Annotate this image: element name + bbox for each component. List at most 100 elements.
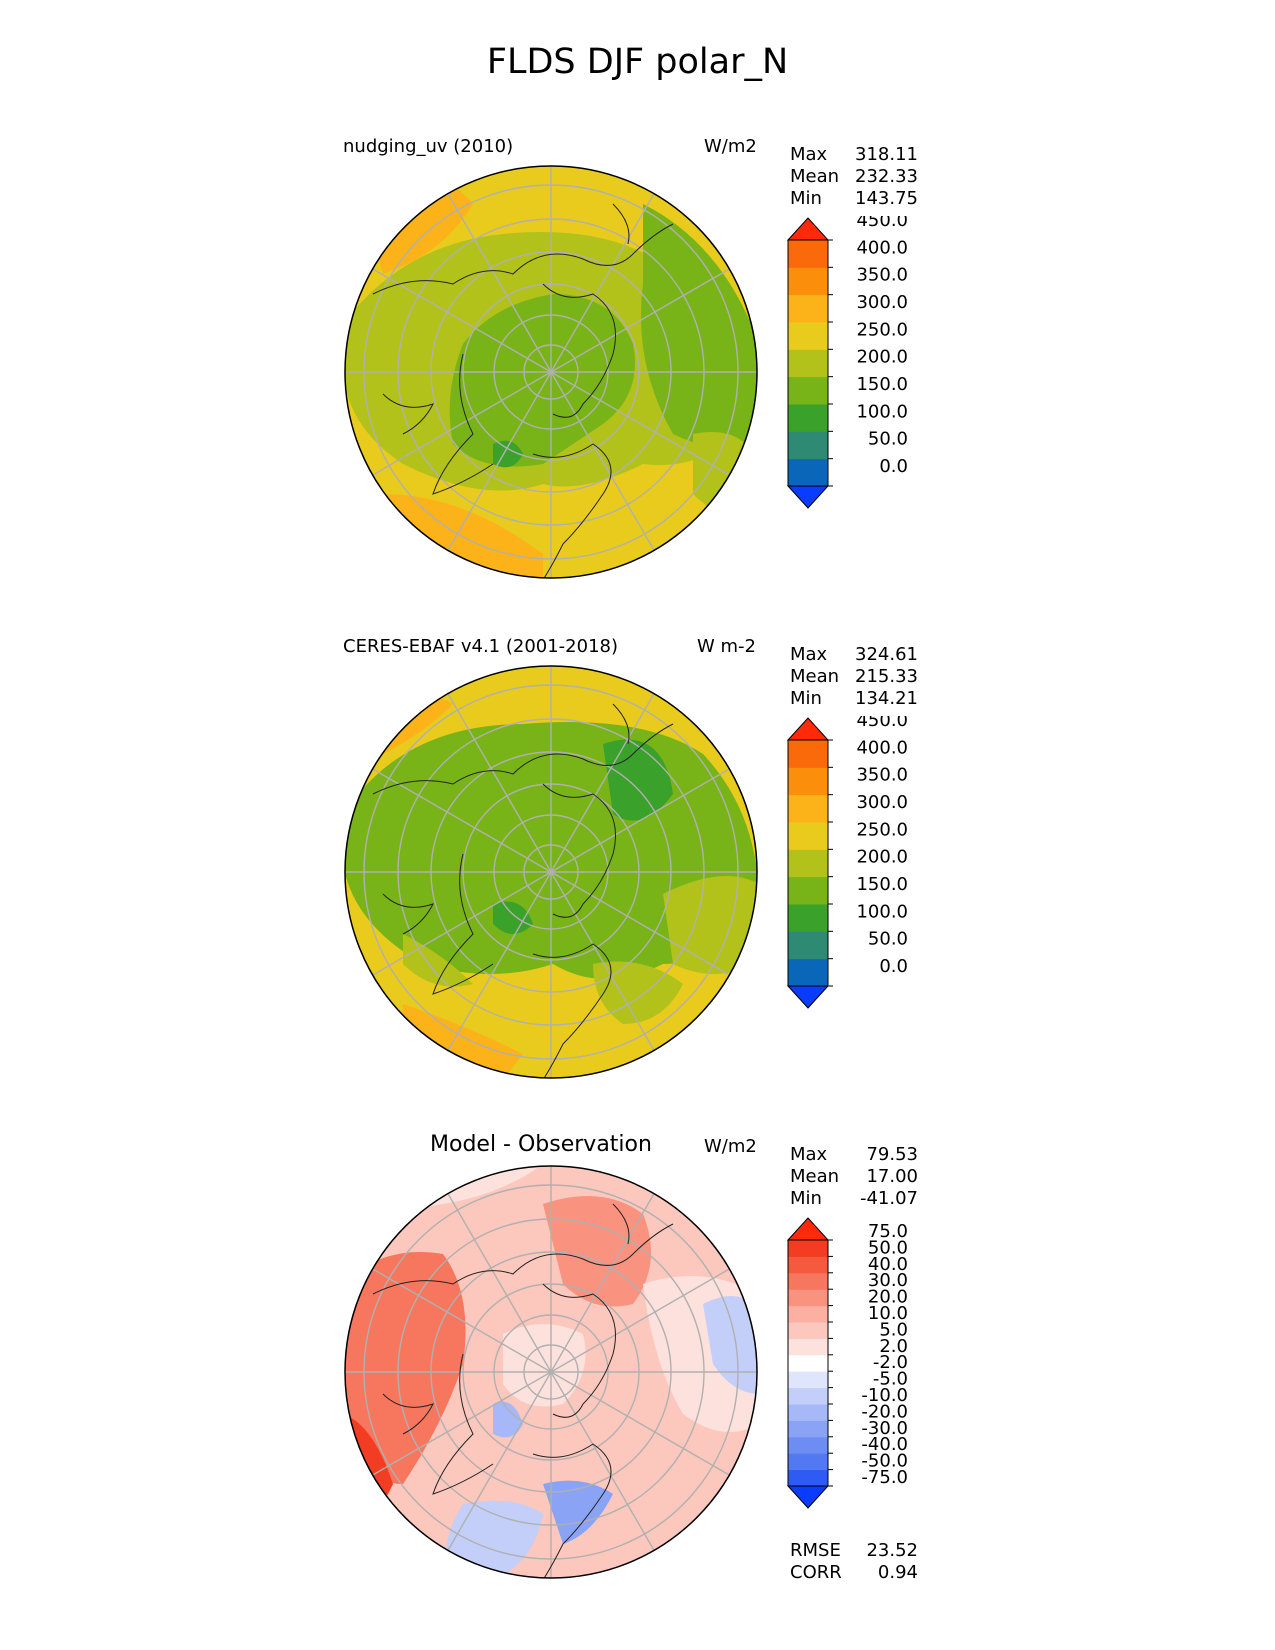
colorbar-extend-min: [786, 985, 830, 1009]
colorbar-bin: [788, 1338, 828, 1356]
mean-value: 232.33: [855, 166, 918, 187]
min-label: Min: [790, 188, 822, 209]
colorbar-tick-label: 10.0: [868, 1303, 908, 1324]
colorbar-tick-label: -10.0: [861, 1385, 908, 1406]
colorbar-tick-label: -2.0: [873, 1352, 908, 1373]
colorbar-bin: [788, 1272, 828, 1290]
colorbar-bin: [788, 458, 828, 487]
colorbar-bin: [788, 1404, 828, 1421]
colorbar-tick-label: 50.0: [868, 929, 908, 950]
panel-title: Model - Observation: [430, 1132, 652, 1157]
colorbar-tick-label: 200.0: [856, 847, 908, 868]
colorbar-tick-label: -75.0: [861, 1467, 908, 1488]
colorbar-extend-min: [786, 1485, 830, 1509]
colorbar-bin: [788, 294, 828, 323]
panel-difference: Model - Observation W/m2 Max 79.53 Mean 17…: [0, 1124, 1275, 1594]
graticule: [345, 1166, 757, 1578]
mean-label: Mean: [790, 666, 840, 687]
panel-units: W m-2: [697, 636, 757, 657]
panel-title: CERES-EBAF v4.1 (2001-2018): [343, 636, 619, 657]
panel-metrics: RMSE 23.52 CORR 0.94: [790, 1540, 918, 1584]
colorbar-tick-label: 250.0: [856, 819, 908, 840]
panel-units: W/m2: [704, 1136, 757, 1157]
colorbar-extend-max: [786, 1217, 830, 1241]
colorbar-tick-label: -20.0: [861, 1401, 908, 1422]
colorbar-bin: [788, 958, 828, 987]
colorbar-bin: [788, 1289, 828, 1307]
min-value: 143.75: [855, 188, 918, 209]
colorbar-bin: [788, 1354, 828, 1372]
colorbar-tick-label: 150.0: [856, 874, 908, 895]
colorbar-bin: [788, 376, 828, 405]
panel-reference: CERES-EBAF v4.1 (2001-2018) W m-2 Max 324…: [0, 624, 1275, 1094]
polar-map: [344, 1165, 758, 1579]
colorbar-tick-label: 400.0: [856, 737, 908, 758]
colorbar-tick-label: 100.0: [856, 401, 908, 422]
colorbar-bin: [788, 849, 828, 878]
colorbar-bin: [788, 404, 828, 432]
colorbar-tick-label: 400.0: [856, 237, 908, 258]
max-label: Max: [790, 1144, 828, 1165]
colorbar-bin: [788, 1256, 828, 1274]
colorbar-outline: [787, 239, 829, 487]
colorbar-bin: [788, 322, 828, 350]
colorbar-bin: [788, 931, 828, 960]
corr-value: 0.94: [877, 1562, 918, 1583]
panel-stats: Max 79.53 Mean 17.00 Min -41.07: [790, 1144, 918, 1210]
colorbar-bin: [788, 1371, 828, 1389]
colorbar-bin: [788, 876, 828, 905]
colorbar-tick-label: 0.0: [879, 956, 908, 977]
colorbar-tick-label: 300.0: [856, 292, 908, 313]
colorbar-bin: [788, 431, 828, 460]
colorbar-tick-label: 5.0: [879, 1319, 908, 1340]
colorbar-tick-label: 0.0: [879, 456, 908, 477]
panel-units: W/m2: [704, 136, 757, 157]
colorbar-bin: [788, 1469, 828, 1487]
corr-label: CORR: [790, 1562, 842, 1583]
mean-value: 17.00: [866, 1166, 918, 1187]
rmse-value: 23.52: [866, 1540, 918, 1561]
panel-test: nudging_uv (2010) W/m2 Max 318.11 Mean 232…: [0, 124, 1275, 594]
colorbar-tick-label: 350.0: [856, 265, 908, 286]
colorbar-tick-label: 450.0: [856, 716, 908, 731]
colorbar-bin: [788, 1305, 828, 1323]
colorbar-bin: [788, 822, 828, 850]
colorbar-outline: [787, 1239, 829, 1487]
colorbar-tick-label: 75.0: [868, 1221, 908, 1242]
colorbar-tick-label: 350.0: [856, 765, 908, 786]
colorbar-tick-label: 100.0: [856, 901, 908, 922]
min-label: Min: [790, 1188, 822, 1209]
min-value: -41.07: [859, 1188, 918, 1209]
colorbar-tick-label: 40.0: [868, 1254, 908, 1275]
colorbar-bin: [788, 1322, 828, 1339]
coastlines: [372, 203, 674, 578]
colorbar-bin: [788, 794, 828, 823]
colorbar-tick-label: 50.0: [868, 429, 908, 450]
polar-map: [344, 165, 758, 579]
mean-label: Mean: [790, 1166, 840, 1187]
colorbar-bin: [788, 240, 828, 268]
max-value: 79.53: [866, 1144, 918, 1165]
colorbar-extend-min: [786, 485, 830, 509]
max-label: Max: [790, 144, 828, 165]
mean-value: 215.33: [855, 666, 918, 687]
colorbar-bin: [788, 1453, 828, 1471]
colorbar: 0.0 50.0 100.0 150.0 200.0 250.0 300.0 350.0 400…: [786, 216, 908, 509]
colorbar-extend-max: [786, 217, 830, 241]
colorbar-bin: [788, 1420, 828, 1438]
mean-label: Mean: [790, 166, 840, 187]
figure-title: FLDS DJF polar_N: [486, 42, 789, 82]
panel-stats: Max 318.11 Mean 232.33 Min 143.75: [790, 144, 918, 210]
colorbar-tick-label: 2.0: [879, 1336, 908, 1357]
colorbar-outline: [787, 739, 829, 987]
colorbar-extend-max: [786, 717, 830, 741]
colorbar-tick-label: 450.0: [856, 216, 908, 231]
colorbar-tick-label: 20.0: [868, 1287, 908, 1308]
colorbar-tick-label: 30.0: [868, 1270, 908, 1291]
panel-stats: Max 324.61 Mean 215.33 Min 134.21: [790, 644, 918, 710]
colorbar-bin: [788, 1436, 828, 1454]
min-value: 134.21: [855, 688, 918, 709]
polar-map: [344, 665, 758, 1079]
rmse-label: RMSE: [790, 1540, 841, 1561]
colorbar-bin: [788, 1240, 828, 1257]
